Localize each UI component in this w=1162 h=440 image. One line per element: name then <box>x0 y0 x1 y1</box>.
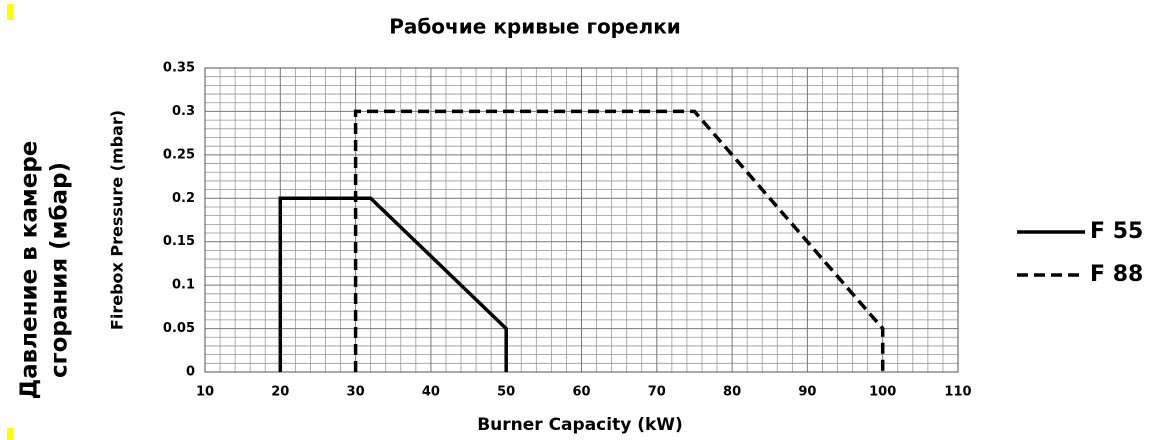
x-axis-label: Burner Capacity (kW) <box>477 415 683 435</box>
y-tick-label: 0.05 <box>163 321 195 336</box>
legend-label: F 88 <box>1090 262 1143 287</box>
y-axis-label: Firebox Pressure (mbar) <box>108 110 127 330</box>
x-tick-label: 90 <box>798 385 816 400</box>
x-tick-label: 30 <box>347 385 365 400</box>
x-tick-label: 70 <box>648 385 666 400</box>
outer-y-label: Давление в камере <box>17 141 43 400</box>
outer-y-label: сгорания (мбар) <box>47 162 73 378</box>
y-tick-label: 0.3 <box>172 104 195 119</box>
x-tick-label: 60 <box>572 385 590 400</box>
x-tick-label: 50 <box>497 385 515 400</box>
x-tick-label: 40 <box>422 385 440 400</box>
y-tick-label: 0 <box>186 365 195 380</box>
x-tick-label: 10 <box>196 385 214 400</box>
y-tick-label: 0.35 <box>163 61 195 76</box>
x-tick-label: 20 <box>271 385 289 400</box>
plot-border <box>204 67 959 373</box>
y-tick-label: 0.15 <box>163 234 195 249</box>
x-tick-label: 100 <box>869 385 896 400</box>
legend-label: F 55 <box>1090 219 1143 244</box>
chart-title: Рабочие кривые горелки <box>389 15 681 39</box>
y-tick-label: 0.25 <box>163 147 195 162</box>
series-line <box>353 109 885 372</box>
decor-mark <box>7 4 13 20</box>
decor-mark <box>7 428 13 440</box>
y-tick-label: 0.2 <box>172 191 195 206</box>
x-tick-label: 80 <box>723 385 741 400</box>
y-tick-label: 0.1 <box>172 278 195 293</box>
series-line <box>278 196 508 372</box>
x-tick-label: 110 <box>944 385 971 400</box>
